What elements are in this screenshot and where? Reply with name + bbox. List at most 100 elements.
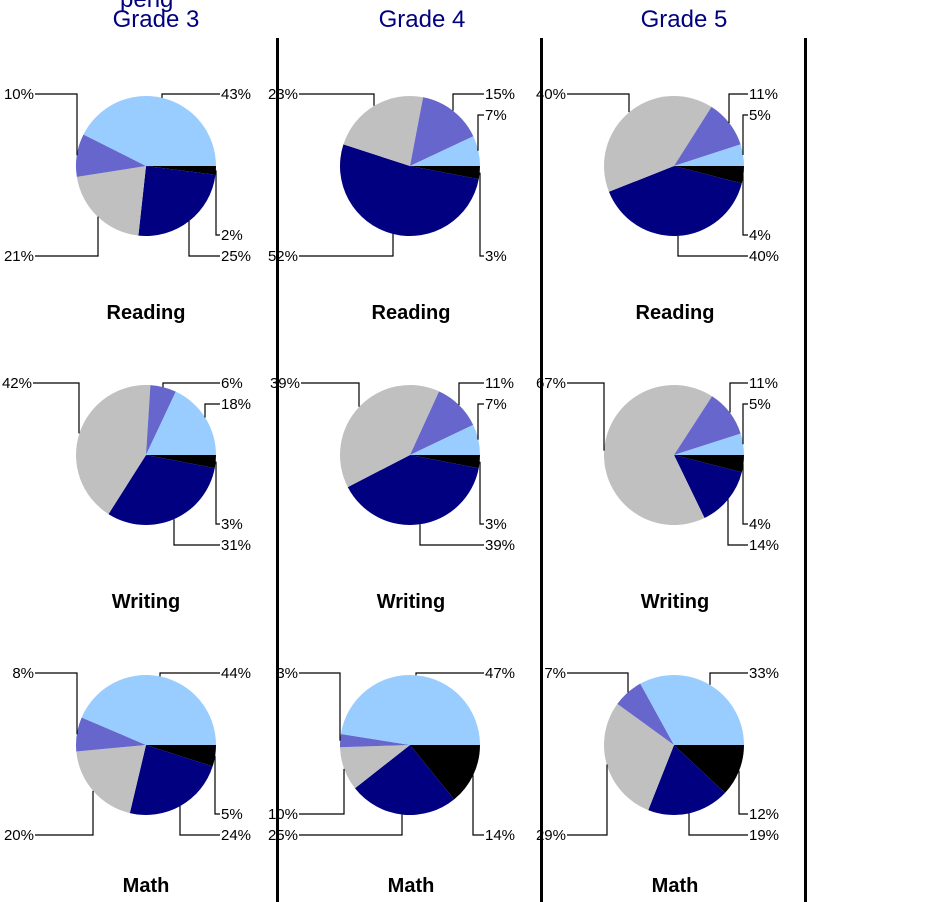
pie-grade-4-reading-slice-black <box>410 166 480 180</box>
pie-grade-3-writing-leader-line <box>33 382 80 434</box>
pie-grade-3-reading-slice-gray <box>76 166 146 236</box>
pie-grade-4-reading-label-gray: 23% <box>268 86 298 103</box>
pie-grade-3-reading-label-light-blue: 43% <box>221 86 251 103</box>
pie-grade-5-math-slice-navy <box>648 745 726 815</box>
subject-label-reading-grade-4: Reading <box>371 302 451 324</box>
pie-grade-5-math-slice-medium-blue <box>617 683 674 745</box>
pie-grade-3-math-slice-navy <box>129 745 213 815</box>
pie-grade-5-reading-slice-black <box>674 166 744 184</box>
pie-grade-4-reading-leader-line <box>299 233 394 257</box>
pie-grade-4-math-label-gray: 10% <box>268 806 298 823</box>
pie-grade-4-writing-slice-light-blue <box>410 424 480 455</box>
pie-grade-3-writing-label-light-blue: 18% <box>221 396 251 413</box>
pie-grade-5-writing-leader-line <box>727 499 748 546</box>
pie-grade-5-reading-leader-line <box>742 114 748 155</box>
pie-grade-3-reading-slice-black <box>146 166 216 175</box>
subject-label-math-grade-3: Math <box>122 875 170 897</box>
pie-grade-4-writing-slice-medium-blue <box>410 391 474 455</box>
pie-grade-3-reading-label-navy: 25% <box>221 248 251 265</box>
pie-grade-4-math-slice-light-blue <box>340 675 480 745</box>
pie-grade-5-writing-slice-light-blue <box>674 433 744 455</box>
pie-grade-4-reading-label-light-blue: 7% <box>485 107 507 124</box>
pie-grade-4-math-label-light-blue: 47% <box>485 665 515 682</box>
pie-grade-5-math-label-navy: 19% <box>749 827 779 844</box>
pie-grade-4-reading-slice-light-blue <box>410 136 480 166</box>
pie-grade-4-writing-label-medium-blue: 11% <box>485 375 514 392</box>
pie-grade-4-reading-label-medium-blue: 15% <box>485 86 515 103</box>
pie-grade-5-reading-leader-line <box>567 93 630 113</box>
pie-grade-3-writing-leader-line <box>215 461 220 525</box>
pie-grade-3-reading-slice-navy <box>138 166 216 237</box>
pie-grade-3-writing-slice-gray <box>76 385 151 515</box>
subject-label-reading-grade-5: Reading <box>635 302 715 324</box>
subject-label-math-grade-4: Math <box>387 875 435 897</box>
pie-grade-4-math-slice-gray <box>340 745 410 789</box>
pie-grade-5-math-label-black: 12% <box>749 806 779 823</box>
pie-grade-5-writing-label-black: 4% <box>749 516 771 533</box>
pie-grade-5-math-slice-gray <box>604 703 674 811</box>
subject-label-writing-grade-4: Writing <box>376 591 446 613</box>
subject-label-writing-grade-5: Writing <box>640 591 710 613</box>
pie-grade-4-writing-leader-line <box>477 403 484 440</box>
pie-grade-5-reading-leader-line <box>742 174 748 236</box>
pie-grade-3-math-label-medium-blue: 8% <box>12 665 34 682</box>
pie-grade-3-math-label-black: 5% <box>221 806 243 823</box>
pie-grade-3-math-slice-light-blue <box>81 675 217 745</box>
pie-grade-5-writing-label-gray: 67% <box>536 375 566 392</box>
pie-grade-5-reading-label-medium-blue: 11% <box>749 86 778 103</box>
pie-grade-3-math-leader-line <box>35 790 94 836</box>
grade-4-title: Grade 4 <box>378 6 466 33</box>
pie-grade-3-reading-label-gray: 21% <box>4 248 34 265</box>
pie-grade-4-writing-leader-line <box>419 524 484 546</box>
pie-grade-4-math-label-navy: 25% <box>268 827 298 844</box>
pie-grade-4-reading-label-black: 3% <box>485 248 507 265</box>
pie-grade-4-writing-label-black: 3% <box>485 516 507 533</box>
pie-grade-5-math-leader-line <box>709 672 748 685</box>
pie-grade-3-writing-leader-line <box>162 382 220 388</box>
subject-label-reading-grade-3: Reading <box>106 302 186 324</box>
subject-label-math-grade-5: Math <box>651 875 699 897</box>
pie-grade-5-writing-label-light-blue: 5% <box>749 396 771 413</box>
pie-grade-4-math-leader-line <box>299 672 341 741</box>
pie-grade-5-writing-slice-medium-blue <box>674 396 741 455</box>
grade-3-title: Grade 3 <box>112 6 200 33</box>
pie-grade-4-reading-leader-line <box>299 93 375 106</box>
pie-grade-5-writing-slice-navy <box>674 455 742 518</box>
pie-grade-3-math-slice-medium-blue <box>75 717 146 752</box>
pie-grade-3-math-label-gray: 20% <box>4 827 34 844</box>
grade-5-title: Grade 5 <box>640 6 728 33</box>
pie-grade-5-reading-slice-gray <box>604 96 712 192</box>
pie-grade-3-writing-slice-navy <box>108 455 215 525</box>
pie-grade-5-reading-slice-medium-blue <box>674 106 741 166</box>
pie-grade-3-math-leader-line <box>179 806 220 836</box>
pie-grade-5-reading-leader-line <box>728 93 748 124</box>
pie-grade-3-math-label-light-blue: 44% <box>221 665 251 682</box>
pie-grade-5-writing-leader-line <box>729 382 748 413</box>
pie-grade-4-writing-leader-line <box>479 461 484 525</box>
pie-grade-3-math-slice-black <box>146 745 216 767</box>
pie-grade-3-reading-slice-light-blue <box>83 95 216 166</box>
pie-grade-5-reading-slice-navy <box>608 166 742 236</box>
pie-grade-3-math-slice-gray <box>76 745 146 814</box>
pie-grade-5-reading-slice-light-blue <box>674 144 744 166</box>
column-divider-1 <box>276 38 279 902</box>
pie-grade-4-writing-leader-line <box>301 382 360 407</box>
pie-grade-5-writing-leader-line <box>742 463 748 525</box>
pie-grade-3-reading-leader-line <box>35 216 99 257</box>
pie-grade-4-writing-label-light-blue: 7% <box>485 396 507 413</box>
pie-grade-5-writing-slice-black <box>674 455 744 473</box>
pie-grade-4-writing-slice-gray <box>339 385 440 488</box>
pie-grade-4-writing-slice-navy <box>347 455 479 526</box>
pie-grade-3-writing-slice-light-blue <box>146 391 216 455</box>
pie-grade-5-reading-label-navy: 40% <box>749 248 779 265</box>
pie-grade-3-reading-leader-line <box>161 93 220 98</box>
pie-grade-3-math-leader-line <box>214 755 220 815</box>
pie-grade-3-reading-slice-medium-blue <box>75 134 146 177</box>
pie-grade-3-reading-label-medium-blue: 10% <box>4 86 34 103</box>
column-divider-2 <box>540 38 543 902</box>
pie-grade-3-writing-label-medium-blue: 6% <box>221 375 243 392</box>
pie-grade-5-math-label-light-blue: 33% <box>749 665 779 682</box>
pie-grade-4-math-label-black: 14% <box>485 827 515 844</box>
pie-grade-5-writing-label-navy: 14% <box>749 537 779 554</box>
